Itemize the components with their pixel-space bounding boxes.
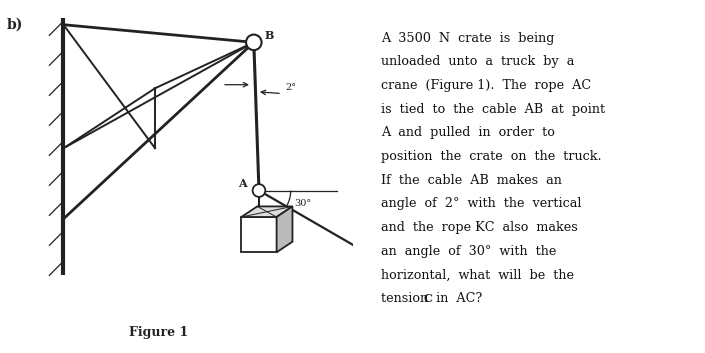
Polygon shape (276, 207, 293, 252)
Text: C: C (423, 293, 432, 304)
Polygon shape (241, 217, 276, 252)
Text: tension  in  AC?: tension in AC? (381, 292, 482, 305)
Text: Figure 1: Figure 1 (129, 326, 188, 339)
Text: A  and  pulled  in  order  to: A and pulled in order to (381, 126, 555, 139)
Polygon shape (241, 207, 293, 217)
Circle shape (252, 184, 265, 197)
Text: If  the  cable  AB  makes  an: If the cable AB makes an (381, 174, 562, 187)
Text: 30°: 30° (294, 199, 312, 208)
Text: crane  (Figure 1).  The  rope  AC: crane (Figure 1). The rope AC (381, 79, 591, 92)
Text: position  the  crate  on  the  truck.: position the crate on the truck. (381, 150, 601, 163)
Text: b): b) (7, 18, 23, 32)
Circle shape (246, 35, 262, 50)
Text: and  the  rope ΚC  also  makes: and the rope ΚC also makes (381, 221, 577, 234)
Text: B: B (264, 30, 274, 41)
Text: unloaded  unto  a  truck  by  a: unloaded unto a truck by a (381, 55, 574, 68)
Text: an  angle  of  30°  with  the: an angle of 30° with the (381, 245, 556, 258)
Text: angle  of  2°  with  the  vertical: angle of 2° with the vertical (381, 197, 581, 210)
Text: A  3500  N  crate  is  being: A 3500 N crate is being (381, 32, 554, 45)
Text: horizontal,  what  will  be  the: horizontal, what will be the (381, 268, 574, 281)
Text: 2°: 2° (286, 83, 297, 92)
Text: A: A (238, 178, 247, 189)
Text: is  tied  to  the  cable  AB  at  point: is tied to the cable AB at point (381, 103, 605, 116)
